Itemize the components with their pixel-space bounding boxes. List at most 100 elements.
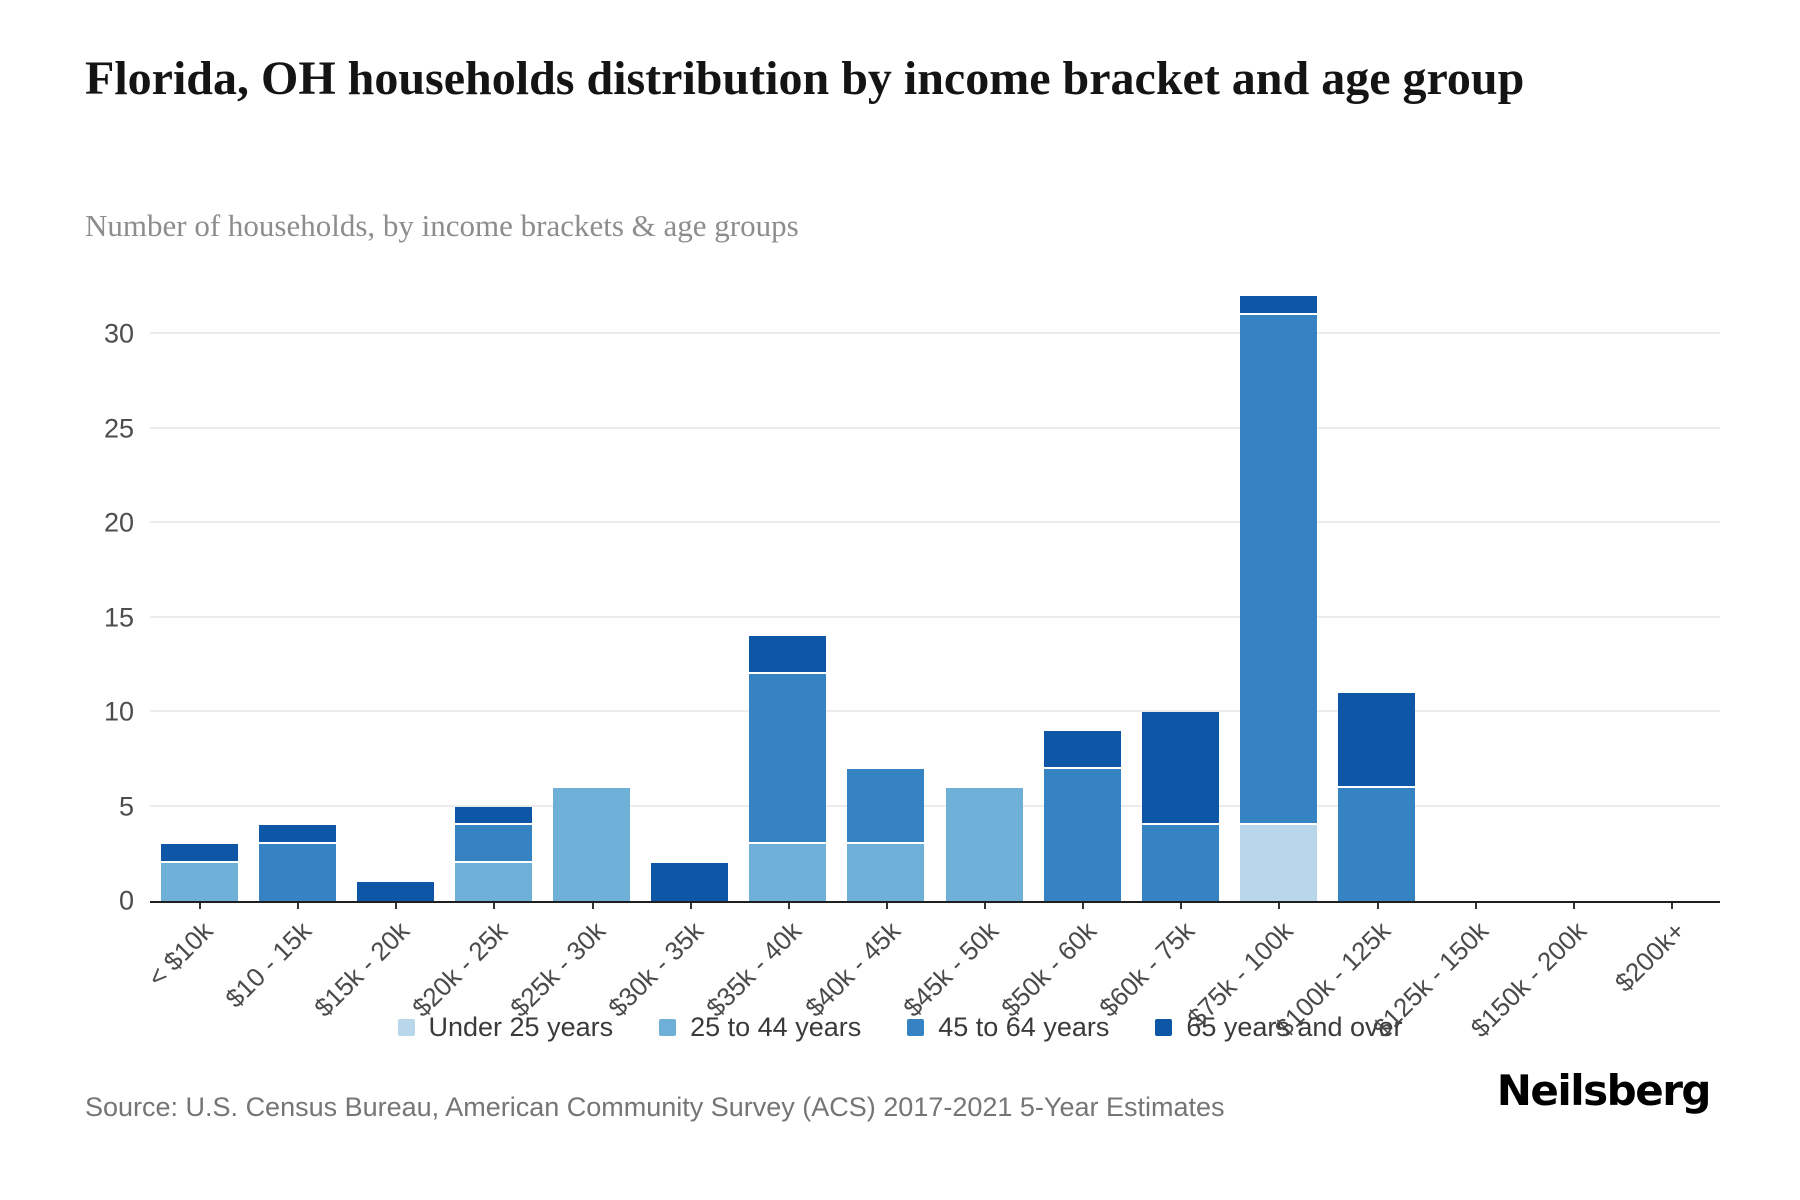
bar-column: $10 - 15k [219, 276, 346, 1013]
x-axis-tick [689, 901, 692, 909]
legend-label: 45 to 64 years [938, 1012, 1110, 1042]
x-axis-tick [591, 901, 594, 909]
x-axis-tick [1180, 901, 1183, 909]
gridline-30 [150, 332, 1720, 334]
stacked-bar [1043, 730, 1121, 901]
legend-swatch [397, 1019, 415, 1036]
x-tick-label: $25k - 30k [504, 915, 612, 1023]
bar-segment [749, 636, 827, 675]
bar-column: $60k - 75k [1093, 276, 1229, 1023]
gridline-5 [150, 804, 1720, 807]
y-tick-label: 10 [103, 696, 134, 727]
x-tick-label: $35k - 40k [700, 915, 808, 1023]
gridline-10 [150, 710, 1720, 712]
stacked-bar [1141, 712, 1219, 901]
bar-segment [1239, 296, 1317, 316]
bar-segment [749, 674, 827, 845]
x-tick-label: $10 - 15k [219, 915, 317, 1014]
bar-column: $150k - 200k [1465, 276, 1622, 1043]
x-tick-label: $40k - 45k [798, 915, 906, 1023]
y-axis: 0 5 10 15 20 25 30 [70, 276, 142, 914]
bar-segment [160, 863, 238, 901]
bar-column: $35k - 40k [701, 276, 837, 1023]
y-tick-label: 5 [118, 791, 134, 821]
bar-segment [1141, 712, 1219, 826]
x-tick-label: $60k - 75k [1093, 915, 1201, 1023]
bar-column: $30k - 35k [602, 276, 739, 1023]
stacked-bar [847, 768, 925, 901]
y-tick-label: 30 [103, 318, 134, 349]
bar-segment [454, 825, 532, 864]
legend-swatch [907, 1019, 925, 1036]
legend-label: 25 to 44 years [690, 1012, 862, 1042]
stacked-bar [258, 825, 336, 901]
legend-label: Under 25 years [428, 1012, 614, 1042]
bar-column: $40k - 45k [799, 276, 935, 1023]
stacked-bar [651, 863, 729, 901]
bar-segment [258, 825, 336, 845]
y-tick-label: 25 [103, 413, 134, 443]
bar-segment [847, 768, 925, 845]
x-tick-label: $30k - 35k [602, 915, 710, 1023]
bar-column: $25k - 30k [504, 276, 641, 1023]
x-axis-tick [885, 901, 888, 909]
legend-item: 45 to 64 years [907, 1012, 1109, 1043]
bar-column: $45k - 50k [897, 276, 1033, 1023]
stacked-bar [553, 787, 631, 901]
x-axis-tick [1082, 901, 1085, 909]
bar-segment [454, 863, 532, 901]
bar-segment [258, 844, 336, 901]
x-tick-label: $15k - 20k [308, 915, 416, 1023]
bar-column: $125k - 150k [1367, 276, 1524, 1043]
bar-segment [356, 882, 434, 901]
bar-segment [651, 863, 729, 901]
x-axis-tick [787, 901, 790, 909]
gridline-20 [150, 521, 1720, 523]
bar-segment [1239, 825, 1317, 901]
x-axis-tick [395, 901, 398, 909]
bar-segment [945, 787, 1023, 901]
x-axis-tick [1376, 901, 1379, 909]
page-subtitle: Number of households, by income brackets… [85, 208, 799, 243]
y-tick-label: 20 [103, 507, 134, 538]
legend-item: 25 to 44 years [659, 1012, 861, 1043]
x-axis-tick [984, 901, 987, 909]
legend-label: 65 years and over [1186, 1012, 1403, 1042]
bar-segment [1043, 730, 1121, 769]
bar-segment [553, 787, 631, 901]
x-axis-line [150, 901, 1720, 903]
legend-item: Under 25 years [397, 1012, 614, 1043]
x-tick-label: $45k - 50k [896, 915, 1004, 1023]
source-text: Source: U.S. Census Bureau, American Com… [85, 1092, 1225, 1122]
stacked-bar [454, 806, 532, 901]
stacked-bar [1338, 693, 1416, 901]
bar-column: $200k+ [1609, 276, 1720, 998]
bar-segment [160, 844, 238, 864]
x-axis-tick [297, 901, 300, 909]
bar-segment [749, 844, 827, 901]
neilsberg-logo: Neilsberg [1496, 1066, 1712, 1115]
bar-column: $75k - 100k [1181, 276, 1327, 1033]
x-axis-tick [1474, 901, 1477, 909]
legend-item: 65 years and over [1155, 1012, 1403, 1043]
bar-segment [1043, 768, 1121, 901]
bar-segment [847, 844, 925, 901]
gridline-15 [150, 615, 1720, 618]
bar-segment [454, 806, 532, 826]
bar-segment [1239, 315, 1317, 826]
stacked-bar [945, 787, 1023, 901]
bar-column: $15k - 20k [308, 276, 444, 1023]
legend-swatch [1155, 1019, 1173, 1036]
stacked-bar [356, 882, 434, 901]
stacked-bar [160, 844, 238, 901]
gridline-25 [150, 426, 1720, 429]
x-axis-tick [1572, 901, 1575, 909]
x-axis-tick [493, 901, 496, 909]
y-tick-label: 15 [103, 602, 134, 632]
stacked-bar [749, 636, 827, 901]
legend-swatch [659, 1019, 677, 1036]
x-tick-label: $20k - 25k [406, 915, 514, 1023]
bars-container: < $10k $10 - 15k $15k - 20k $20k - 25k $25k … [142, 276, 1720, 1043]
bar-segment [1338, 693, 1416, 788]
bar-segment [1141, 825, 1219, 901]
